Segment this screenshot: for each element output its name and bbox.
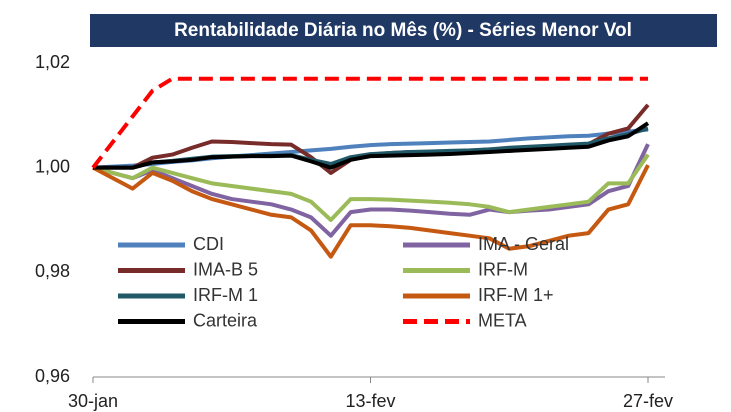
series-line	[92, 153, 650, 222]
legend-label: IRF-M 1+	[478, 285, 554, 305]
y-tick-label: 1,00	[35, 156, 70, 176]
y-tick-label: 1,02	[35, 52, 70, 72]
y-tick-label: 0,98	[35, 261, 70, 281]
legend-label: Carteira	[193, 310, 258, 330]
title-bar	[90, 14, 717, 47]
chart-title: Rentabilidade Diária no Mês (%) - Séries…	[174, 20, 632, 41]
legend-label: IRF-M 1	[193, 285, 258, 305]
y-tick-label: 0,96	[35, 366, 70, 386]
legend-label: IMA - Geral	[478, 234, 569, 254]
legend-label: IRF-M	[478, 259, 528, 279]
legend-label: CDI	[193, 234, 224, 254]
legend-label: IMA-B 5	[193, 259, 258, 279]
series-line	[91, 76, 648, 169]
series-line	[92, 143, 650, 238]
series-line	[92, 164, 650, 259]
series-line	[93, 121, 650, 170]
legend-label: META	[478, 310, 527, 330]
x-tick-label: 13-fev	[345, 391, 395, 411]
x-tick-label: 27-fev	[623, 391, 673, 411]
x-tick-label: 30-jan	[68, 391, 118, 411]
